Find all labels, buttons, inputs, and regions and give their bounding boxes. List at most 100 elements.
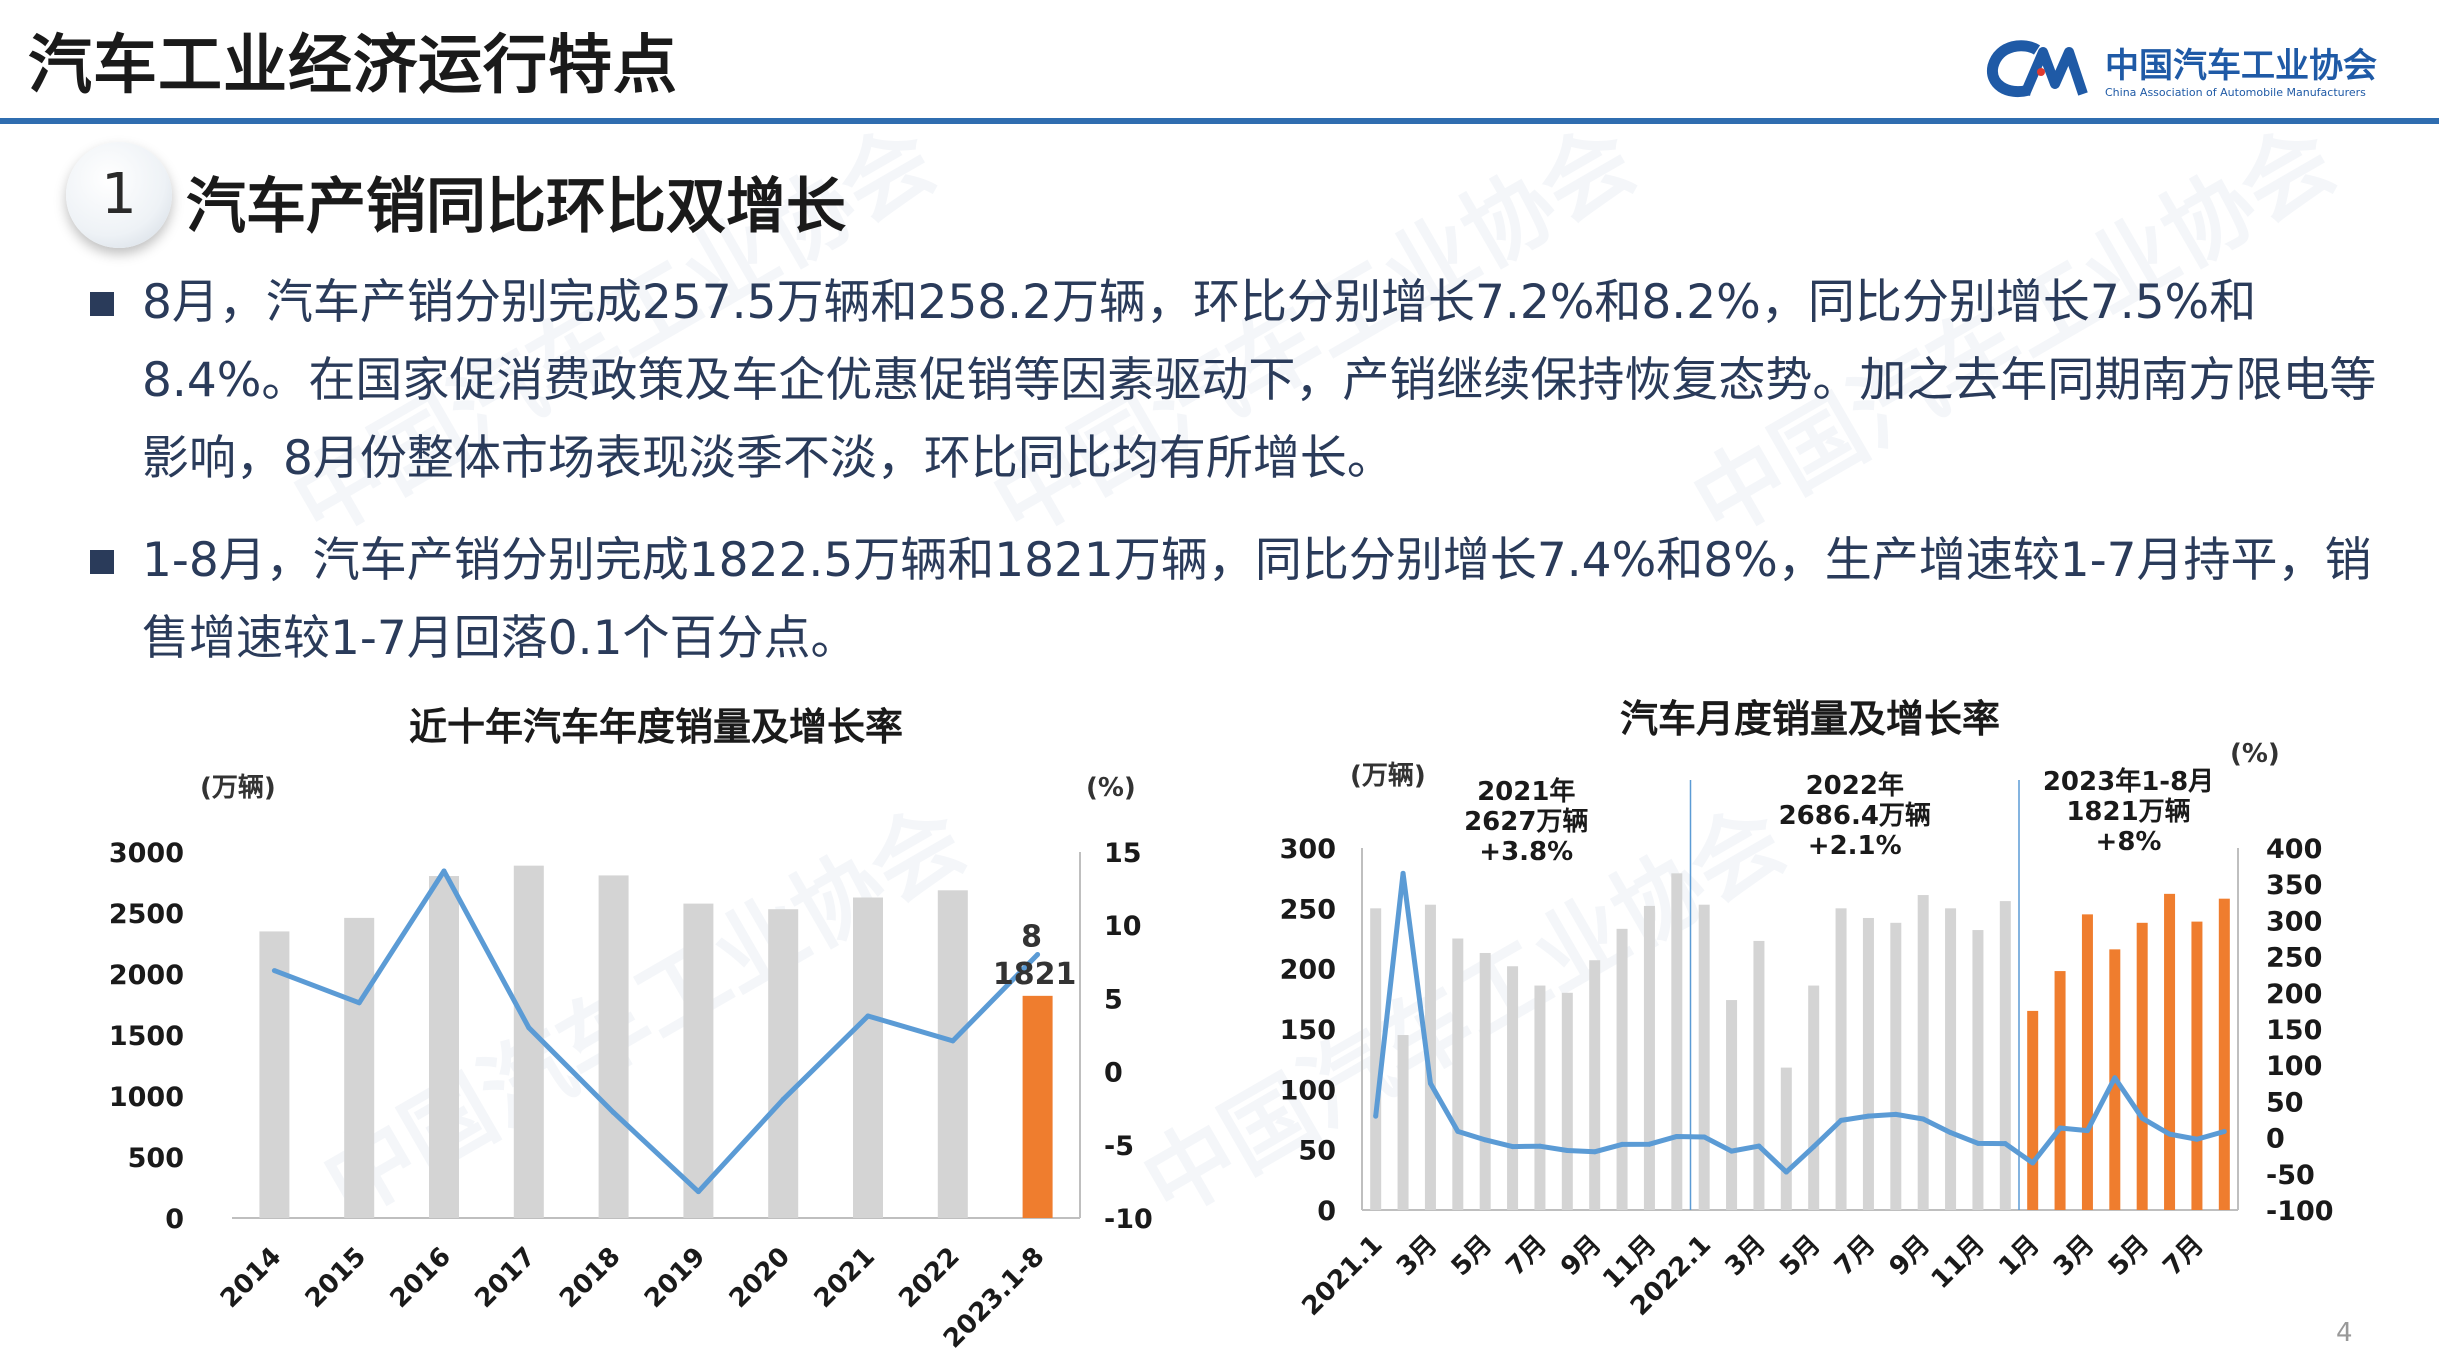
growth-point — [950, 1038, 956, 1044]
growth-point — [780, 1096, 786, 1102]
growth-point — [1646, 1141, 1652, 1147]
y2-axis-label: (%) — [2230, 739, 2280, 769]
y2-tick-label: 350 — [2266, 870, 2322, 901]
bar-highlight — [2218, 898, 2230, 1210]
y2-tick-label: 5 — [1104, 984, 1123, 1015]
growth-point — [2194, 1136, 2200, 1142]
bar — [513, 865, 544, 1218]
bar-highlight — [2136, 922, 2148, 1210]
y2-tick-label: 200 — [2266, 979, 2322, 1010]
x-tick-label: 3月 — [2048, 1230, 2100, 1282]
bar — [768, 909, 799, 1218]
period-growth-label: +3.8% — [1479, 837, 1573, 867]
bar — [1808, 985, 1820, 1210]
data-label-growth: 8 — [1021, 919, 1042, 954]
x-tick-label: 5月 — [1774, 1230, 1826, 1282]
y2-tick-label: 0 — [2266, 1124, 2285, 1155]
bar — [598, 875, 629, 1218]
growth-point — [2139, 1115, 2145, 1121]
bar — [1589, 960, 1601, 1210]
bullet-square-icon — [90, 292, 114, 316]
section-number: 1 — [66, 142, 172, 248]
growth-point — [1564, 1147, 1570, 1153]
period-year-label: 2023年1-8月 — [2043, 766, 2214, 797]
y2-tick-label: 0 — [1104, 1058, 1123, 1089]
x-tick-label: 2016 — [385, 1242, 457, 1314]
x-tick-label: 5月 — [2103, 1230, 2155, 1282]
y2-tick-label: 150 — [2266, 1015, 2322, 1046]
bar — [1671, 873, 1683, 1210]
y-tick-label: 3000 — [109, 838, 184, 869]
growth-point — [1482, 1137, 1488, 1143]
bar — [1479, 952, 1491, 1210]
y-tick-label: 0 — [1317, 1196, 1336, 1227]
growth-point — [865, 1013, 871, 1019]
x-tick-label: 2021.1 — [1296, 1230, 1388, 1322]
bar — [1835, 908, 1847, 1210]
bar — [1424, 904, 1436, 1210]
bar-highlight — [2027, 1010, 2039, 1210]
x-tick-label: 2017 — [469, 1242, 541, 1314]
growth-point — [2002, 1141, 2008, 1147]
period-total-label: 2686.4万辆 — [1779, 801, 1931, 831]
growth-point — [2084, 1128, 2090, 1134]
growth-point — [1701, 1134, 1707, 1140]
bar — [853, 897, 883, 1218]
period-growth-label: +2.1% — [1808, 831, 1902, 861]
y-axis-label: (万辆) — [1350, 761, 1426, 791]
x-tick-label: 2019 — [639, 1242, 711, 1314]
growth-point — [441, 868, 447, 874]
bar — [937, 890, 968, 1218]
x-tick-label: 2021 — [809, 1242, 881, 1314]
caam-logo: 中国汽车工业协会 China Association of Automobile… — [1985, 36, 2405, 108]
growth-point — [271, 968, 277, 974]
bar — [683, 903, 714, 1218]
x-tick-label: 2018 — [554, 1242, 626, 1314]
growth-point — [2167, 1131, 2173, 1137]
growth-point — [1373, 1113, 1379, 1119]
y-tick-label: 500 — [128, 1143, 184, 1174]
bar-highlight — [1022, 995, 1053, 1218]
y-tick-label: 150 — [1280, 1015, 1336, 1046]
bar — [259, 931, 290, 1218]
slide-title: 汽车工业经济运行特点 — [28, 29, 678, 103]
growth-point — [1893, 1111, 1899, 1117]
growth-point — [1035, 951, 1041, 957]
section-heading: 汽车产销同比环比双增长 — [186, 172, 846, 242]
growth-line — [1373, 870, 2225, 1175]
y2-axis-label: (%) — [1086, 773, 1136, 803]
y-tick-label: 2000 — [109, 960, 184, 991]
growth-point — [1427, 1080, 1433, 1086]
x-tick-label: 2015 — [300, 1242, 372, 1314]
x-tick-label: 11月 — [1926, 1230, 1991, 1295]
y2-tick-label: -100 — [2266, 1196, 2334, 1227]
bar — [1780, 1067, 1792, 1210]
growth-point — [1455, 1128, 1461, 1134]
y2-tick-label: 300 — [2266, 906, 2322, 937]
growth-point — [1756, 1143, 1762, 1149]
title-divider — [0, 118, 2439, 124]
growth-point — [1619, 1141, 1625, 1147]
y-tick-label: 300 — [1280, 834, 1336, 865]
growth-point — [611, 1110, 617, 1116]
x-tick-label: 2020 — [724, 1242, 796, 1314]
x-tick-label: 2014 — [215, 1242, 287, 1314]
x-tick-label: 3月 — [1391, 1230, 1443, 1282]
growth-point — [1537, 1143, 1543, 1149]
bar — [1616, 928, 1628, 1210]
period-year-label: 2021年 — [1477, 776, 1575, 807]
bar — [1643, 905, 1655, 1210]
y2-tick-label: 50 — [2266, 1087, 2304, 1118]
bar — [1397, 1035, 1409, 1210]
bar — [1698, 904, 1710, 1210]
x-tick-label: 5月 — [1446, 1230, 1498, 1282]
y-tick-label: 1000 — [109, 1082, 184, 1113]
growth-point — [2221, 1129, 2227, 1135]
bullet-square-icon — [90, 550, 114, 574]
logo-text-en: China Association of Automobile Manufact… — [2105, 86, 2366, 99]
y-tick-label: 50 — [1298, 1136, 1336, 1167]
bar-highlight — [2081, 914, 2093, 1210]
growth-point — [1729, 1148, 1735, 1154]
period-total-label: 1821万辆 — [2066, 797, 2190, 827]
